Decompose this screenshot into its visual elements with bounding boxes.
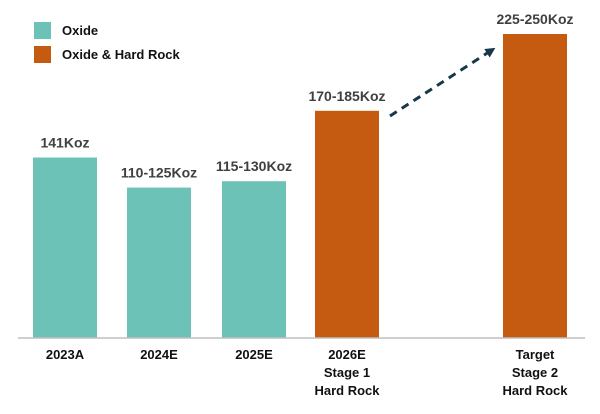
category-label-4-line-3: Hard Rock	[314, 383, 380, 398]
bar-5	[503, 34, 567, 338]
data-label-1: 141Koz	[40, 135, 89, 151]
data-labels: 141Koz 110-125Koz 115-130Koz 170-185Koz 225-…	[40, 11, 573, 181]
data-label-4: 170-185Koz	[308, 88, 385, 104]
bar-4	[315, 110, 379, 338]
annotation	[389, 47, 496, 118]
bar-3	[222, 181, 286, 338]
category-label-2-line-1: 2024E	[140, 347, 178, 362]
trend-arrow	[389, 47, 496, 118]
category-label-1-line-1: 2023A	[46, 347, 85, 362]
category-label-5-line-3: Hard Rock	[502, 383, 568, 398]
legend-label-1: Oxide	[62, 23, 98, 38]
category-label-5-line-1: Target	[516, 347, 555, 362]
category-label-4-line-1: 2026E	[328, 347, 366, 362]
category-label-3-line-1: 2025E	[235, 347, 273, 362]
data-label-3: 115-130Koz	[216, 158, 292, 174]
bar-1	[33, 157, 97, 338]
category-label-5-line-2: Stage 2	[512, 365, 558, 380]
legend: Oxide Oxide & Hard Rock	[34, 22, 181, 63]
data-label-5: 225-250Koz	[496, 11, 573, 27]
legend-swatch-1	[34, 22, 51, 39]
category-labels: 2023A 2024E 2025E 2026E Stage 1 Hard Rock Targ…	[46, 347, 568, 398]
bar-2	[127, 187, 191, 338]
bars	[33, 34, 567, 338]
legend-swatch-2	[34, 46, 51, 63]
data-label-2: 110-125Koz	[121, 165, 197, 181]
category-label-4-line-2: Stage 1	[324, 365, 370, 380]
legend-label-2: Oxide & Hard Rock	[62, 47, 181, 62]
